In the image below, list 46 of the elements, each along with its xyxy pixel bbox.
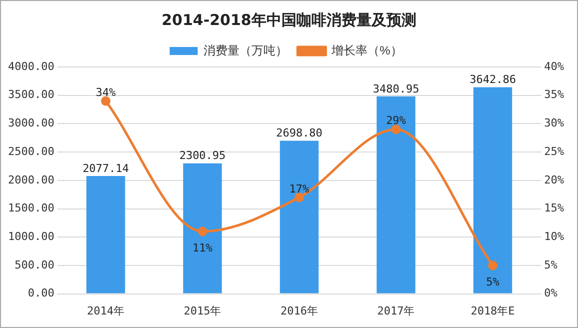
y2-tick-label: 30% — [544, 116, 564, 130]
data-label: 2077.14 — [82, 162, 130, 175]
bar — [280, 140, 319, 294]
y-tick-label: 500.00 — [14, 258, 54, 272]
bar — [183, 163, 222, 294]
y-tick-label: 2500.00 — [8, 144, 54, 158]
y2-tick-label: 35% — [544, 88, 564, 102]
x-tick-label: 2017年 — [377, 304, 415, 318]
legend-label: 消费量（万吨） — [204, 43, 288, 58]
y2-tick-label: 40% — [544, 60, 564, 73]
data-label: 3642.86 — [470, 73, 516, 86]
bar — [376, 96, 416, 294]
y2-tick-label: 5% — [544, 258, 558, 272]
point — [294, 192, 304, 202]
point — [488, 260, 498, 270]
data-label: 17% — [289, 182, 310, 196]
bar — [86, 176, 126, 294]
x-tick-label: 2018年E — [470, 304, 515, 318]
point — [198, 226, 208, 236]
y2-tick-label: 15% — [544, 202, 564, 215]
y-tick-label: 1000.00 — [8, 230, 54, 243]
point — [100, 96, 110, 106]
data-label: 29% — [386, 114, 406, 128]
y2-tick-label: 10% — [544, 230, 564, 243]
point — [391, 124, 401, 134]
bar — [473, 87, 512, 294]
y-tick-label: 4000.00 — [8, 60, 54, 73]
y2-tick-label: 20% — [544, 173, 564, 186]
data-label: 11% — [192, 241, 213, 254]
y-tick-label: 1500.00 — [8, 202, 54, 215]
data-label: 5% — [486, 275, 500, 288]
y-tick-label: 3500.00 — [8, 88, 54, 102]
data-label: 2698.80 — [276, 126, 322, 140]
legend-label: 增长率（%） — [330, 43, 402, 58]
x-tick-label: 2014年 — [86, 304, 124, 318]
y2-tick-label: 0% — [544, 286, 558, 300]
y-tick-label: 3000.00 — [8, 116, 54, 130]
y-tick-label: 0.00 — [28, 286, 54, 300]
x-tick-label: 2015年 — [184, 304, 222, 318]
x-tick-label: 2016年 — [280, 304, 318, 318]
y-tick-label: 2000.00 — [8, 173, 54, 186]
y2-tick-label: 25% — [544, 144, 564, 158]
data-label: 2300.95 — [179, 149, 226, 162]
data-label: 3480.95 — [372, 82, 420, 96]
data-label: 34% — [96, 86, 116, 99]
chart-title: 2014-2018年中国咖啡消费量及预测 — [160, 11, 418, 30]
